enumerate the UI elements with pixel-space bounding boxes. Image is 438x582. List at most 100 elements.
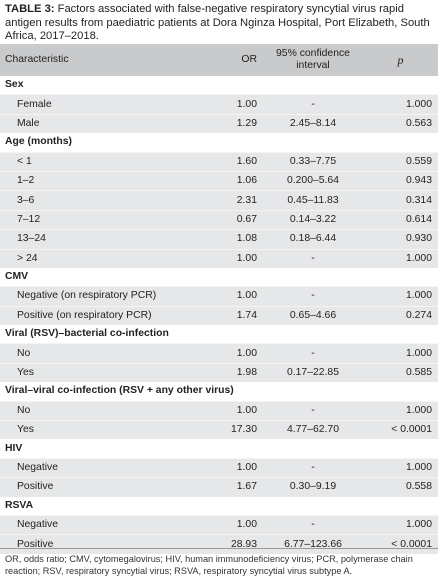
group-row: Age (months) [0, 133, 438, 153]
row-or: 2.31 [203, 190, 263, 211]
row-characteristic: 1–2 [0, 170, 203, 191]
row-or: 1.00 [203, 400, 263, 421]
row-ci: - [263, 514, 363, 535]
row-or: 1.00 [203, 248, 263, 268]
row-or: 1.08 [203, 229, 263, 250]
row-characteristic: 7–12 [0, 209, 203, 230]
row-p: 1.000 [363, 248, 438, 268]
row-ci: - [263, 400, 363, 421]
row-or: 1.00 [203, 457, 263, 478]
row-characteristic: > 24 [0, 248, 203, 268]
table-caption: TABLE 3: Factors associated with false-n… [0, 0, 438, 44]
row-ci: - [263, 457, 363, 478]
table-row: < 1 1.60 0.33–7.75 0.559 [0, 151, 438, 172]
row-or: 1.29 [203, 113, 263, 134]
row-p: 0.558 [363, 477, 438, 497]
row-p: 0.614 [363, 209, 438, 230]
group-row: HIV [0, 439, 438, 459]
header-or: OR [203, 44, 263, 76]
group-heading: CMV [0, 267, 438, 287]
row-or: 1.00 [203, 286, 263, 307]
row-or: 1.00 [203, 514, 263, 535]
row-p: 0.314 [363, 190, 438, 211]
row-p: < 0.0001 [363, 420, 438, 440]
table-row: Negative (on respiratory PCR) 1.00-1.000 [0, 286, 438, 307]
row-characteristic: No [0, 343, 203, 364]
row-or: 1.00 [203, 94, 263, 115]
group-row: Sex [0, 76, 438, 95]
group-row: CMV [0, 267, 438, 287]
group-heading: Sex [0, 76, 438, 95]
header-characteristic: Characteristic [0, 44, 203, 76]
caption-label: TABLE 3: [5, 3, 55, 15]
group-heading: RSVA [0, 496, 438, 516]
row-characteristic: 3–6 [0, 190, 203, 211]
row-ci: 0.65–4.66 [263, 305, 363, 326]
row-p: 0.274 [363, 305, 438, 326]
table-row: Negative 1.00-1.000 [0, 457, 438, 478]
row-ci: 0.45–11.83 [263, 190, 363, 211]
row-or: 17.30 [203, 420, 263, 440]
row-characteristic: Yes [0, 420, 203, 440]
row-or: 1.00 [203, 343, 263, 364]
table-row: Yes 1.98 0.17–22.85 0.585 [0, 362, 438, 383]
row-or: 1.98 [203, 362, 263, 383]
header-ci-line2: interval [296, 60, 330, 71]
caption-text: Factors associated with false-negative r… [5, 3, 430, 42]
row-ci: 2.45–8.14 [263, 113, 363, 134]
group-row: Viral–viral co-infection (RSV + any othe… [0, 382, 438, 402]
row-ci: 0.17–22.85 [263, 362, 363, 383]
row-or: 1.60 [203, 151, 263, 172]
table-row: Negative 1.00-1.000 [0, 514, 438, 535]
row-characteristic: 13–24 [0, 229, 203, 250]
row-p: 1.000 [363, 286, 438, 307]
row-ci: 0.30–9.19 [263, 477, 363, 497]
row-p: 0.585 [363, 362, 438, 383]
header-ci: 95% confidence interval [263, 44, 363, 76]
table-body: Sex Female 1.00-1.000 Male 1.29 2.45–8.14 0.56… [0, 76, 438, 554]
row-p: 1.000 [363, 514, 438, 535]
row-characteristic: Positive [0, 477, 203, 497]
group-heading: Viral (RSV)–bacterial co-infection [0, 325, 438, 344]
table-row: Positive 1.67 0.30–9.19 0.558 [0, 477, 438, 497]
row-characteristic: Negative [0, 514, 203, 535]
row-p: 1.000 [363, 457, 438, 478]
row-or: 1.74 [203, 305, 263, 326]
header-p: p [363, 44, 438, 76]
row-ci: 4.77–62.70 [263, 420, 363, 440]
row-or: 28.93 [203, 534, 263, 554]
table-row: Positive (on respiratory PCR) 1.74 0.65–4.… [0, 305, 438, 326]
row-p: 1.000 [363, 343, 438, 364]
row-characteristic: < 1 [0, 151, 203, 172]
table-row: 1–2 1.06 0.200–5.64 0.943 [0, 170, 438, 191]
row-or: 0.67 [203, 209, 263, 230]
row-characteristic: Negative (on respiratory PCR) [0, 286, 203, 307]
table-footnote: OR, odds ratio; CMV, cytomegalovirus; HI… [0, 548, 438, 577]
table-header: Characteristic OR 95% confidence interval… [0, 44, 438, 76]
row-characteristic: Negative [0, 457, 203, 478]
table-row: No 1.00-1.000 [0, 400, 438, 421]
row-p: 0.943 [363, 170, 438, 191]
table-row: Yes 17.30 4.77–62.70 < 0.0001 [0, 420, 438, 440]
table-row: 7–12 0.67 0.14–3.22 0.614 [0, 209, 438, 230]
row-p: 0.559 [363, 151, 438, 172]
row-characteristic: Yes [0, 362, 203, 383]
row-ci: - [263, 286, 363, 307]
row-ci: 0.14–3.22 [263, 209, 363, 230]
table-row: > 24 1.00-1.000 [0, 248, 438, 268]
row-ci: 0.200–5.64 [263, 170, 363, 191]
row-p: 0.930 [363, 229, 438, 250]
group-heading: Age (months) [0, 133, 438, 153]
group-row: RSVA [0, 496, 438, 516]
table-row: No 1.00-1.000 [0, 343, 438, 364]
row-ci: - [263, 343, 363, 364]
row-characteristic: No [0, 400, 203, 421]
row-p: 1.000 [363, 94, 438, 115]
row-ci: 0.18–6.44 [263, 229, 363, 250]
row-characteristic: Female [0, 94, 203, 115]
row-p: 0.563 [363, 113, 438, 134]
header-ci-line1: 95% confidence [276, 48, 350, 59]
table-row: 13–24 1.08 0.18–6.44 0.930 [0, 229, 438, 250]
row-ci: - [263, 248, 363, 268]
